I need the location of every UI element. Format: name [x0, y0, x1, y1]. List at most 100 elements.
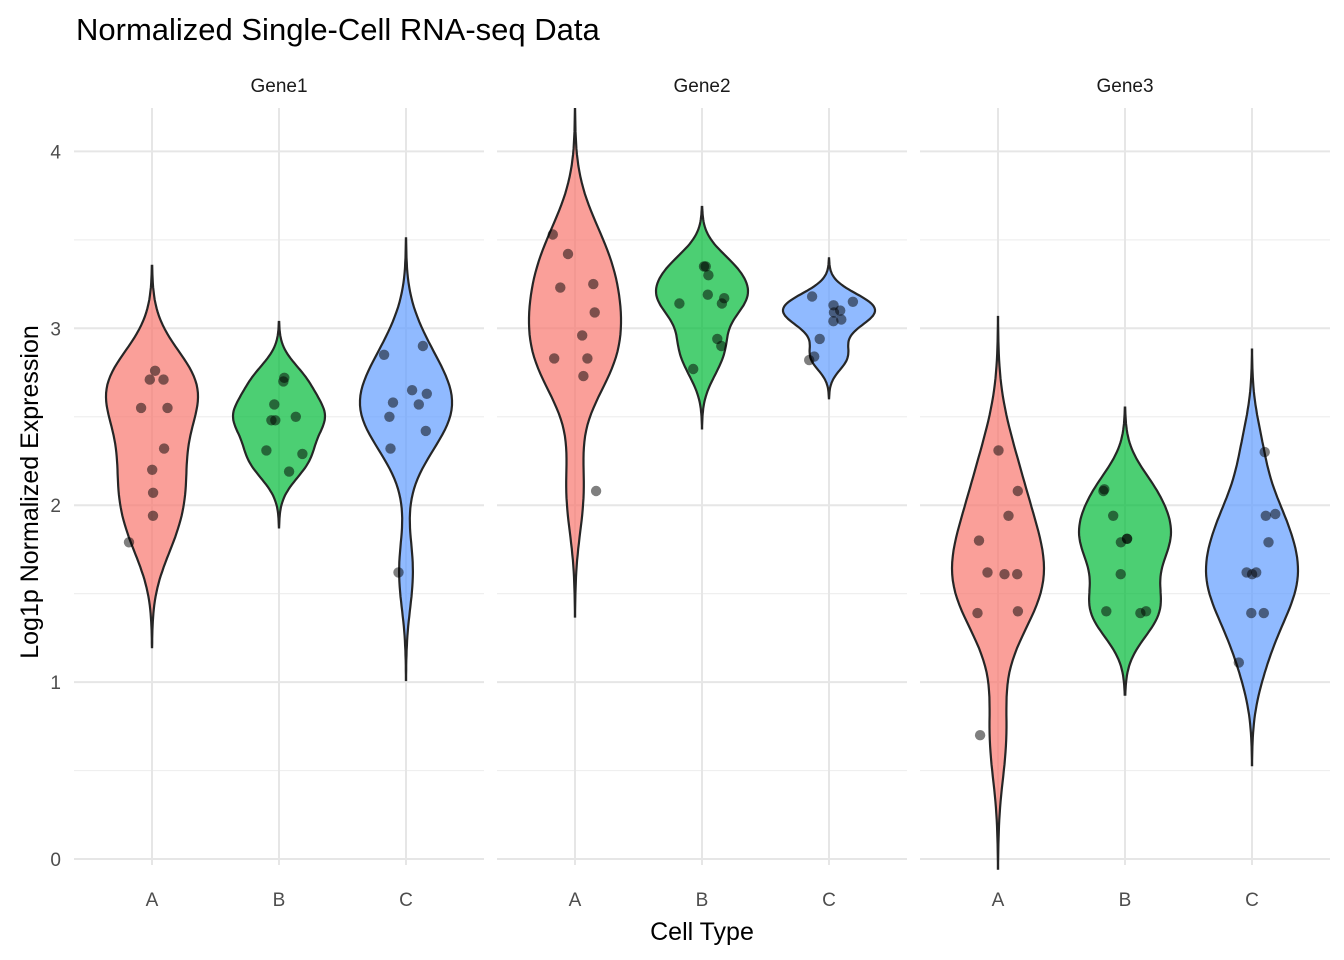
facet-strip-label: Gene3 — [1096, 76, 1153, 97]
x-tick-label: C — [399, 890, 413, 911]
data-point — [814, 333, 825, 345]
data-point — [147, 510, 159, 521]
x-tick-label: B — [696, 890, 709, 911]
data-point — [261, 445, 272, 456]
x-tick-label: A — [992, 890, 1005, 911]
y-axis-ticks: 0 1 2 3 4 — [50, 142, 61, 871]
data-point — [406, 385, 418, 396]
data-point — [413, 399, 424, 410]
data-point — [147, 464, 158, 475]
data-point — [836, 314, 847, 325]
data-point — [1246, 569, 1258, 580]
data-point — [158, 374, 169, 385]
y-axis-title: Log1p Normalized Expression — [16, 325, 44, 659]
data-point — [1012, 606, 1024, 617]
data-point — [123, 537, 135, 548]
x-tick-label: B — [1119, 890, 1132, 911]
data-point — [1108, 510, 1119, 521]
data-point — [847, 296, 859, 307]
data-point — [1233, 657, 1245, 668]
chart-title: Normalized Single-Cell RNA-seq Data — [76, 12, 601, 47]
x-tick-label: C — [1245, 890, 1259, 911]
x-axis-title: Cell Type — [650, 918, 754, 946]
y-tick-label: 2 — [50, 496, 61, 517]
data-point — [269, 399, 280, 410]
data-point — [1115, 537, 1127, 548]
data-point — [144, 374, 155, 385]
data-point — [555, 282, 566, 293]
data-point — [420, 425, 431, 437]
violin-gene1-c — [358, 237, 454, 682]
data-point — [147, 487, 159, 498]
data-point — [387, 397, 399, 408]
violin-gene1-a — [104, 264, 200, 649]
data-point — [806, 291, 818, 302]
data-point — [562, 248, 574, 260]
y-tick-label: 0 — [50, 850, 61, 871]
facet-panel-gene2: Gene2 A B C — [497, 76, 907, 911]
data-point — [1115, 569, 1126, 580]
violin-gene2-c — [781, 257, 877, 400]
violin-gene2-a — [527, 108, 623, 618]
data-point — [1003, 510, 1014, 521]
data-point — [674, 298, 685, 309]
facet-panels: Gene1 A B C Gene2 A B C Gene3 A B C — [74, 76, 1330, 911]
facet-panel-gene1: Gene1 A B C — [74, 76, 484, 911]
data-point — [1270, 508, 1281, 520]
x-tick-label: A — [569, 890, 582, 911]
data-point — [547, 229, 558, 240]
data-point — [982, 567, 993, 578]
data-point — [590, 485, 602, 497]
data-point — [1012, 485, 1023, 497]
violin-gene3-a — [950, 315, 1046, 870]
data-point — [1260, 510, 1272, 521]
data-point — [993, 445, 1004, 456]
data-point — [703, 270, 714, 281]
data-point — [577, 330, 588, 341]
facet-panel-gene3: Gene3 A B C — [920, 76, 1330, 911]
data-point — [384, 411, 395, 422]
data-point — [1263, 537, 1274, 548]
data-point — [973, 535, 985, 546]
data-point — [1012, 569, 1023, 580]
data-point — [421, 388, 432, 399]
data-point — [283, 466, 295, 477]
violin-gene1-b — [231, 320, 327, 529]
data-point — [393, 567, 404, 578]
data-point — [1258, 607, 1270, 619]
data-point — [828, 307, 840, 318]
violin-gene3-c — [1204, 348, 1300, 767]
data-point — [549, 353, 560, 364]
data-point — [162, 402, 173, 414]
y-tick-label: 3 — [50, 319, 61, 340]
y-tick-label: 4 — [50, 142, 61, 163]
data-point — [270, 415, 281, 426]
x-tick-label: C — [822, 890, 836, 911]
data-point — [1259, 446, 1270, 458]
y-tick-label: 1 — [50, 673, 61, 694]
violin-gene2-b — [654, 205, 750, 430]
violin-gene3-b — [1077, 406, 1173, 696]
data-point — [1246, 607, 1257, 619]
data-point — [688, 363, 699, 375]
data-point — [578, 370, 589, 382]
data-point — [417, 340, 429, 352]
data-point — [972, 607, 983, 619]
data-point — [974, 730, 986, 741]
data-point — [804, 354, 815, 366]
facet-strip-label: Gene1 — [250, 76, 307, 97]
data-point — [589, 307, 600, 318]
data-point — [135, 402, 147, 414]
data-point — [582, 353, 593, 364]
data-point — [716, 298, 728, 309]
data-point — [828, 316, 839, 327]
x-tick-label: A — [146, 890, 159, 911]
x-tick-label: B — [273, 890, 286, 911]
data-point — [1101, 606, 1112, 617]
data-point — [588, 278, 599, 290]
data-point — [385, 443, 396, 454]
data-point — [279, 372, 290, 383]
data-point — [702, 289, 713, 300]
data-point — [1098, 485, 1109, 497]
